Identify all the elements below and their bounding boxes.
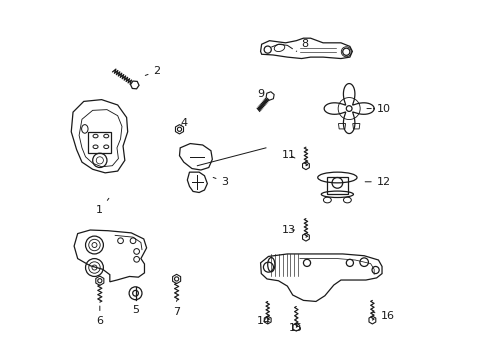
Text: 10: 10 xyxy=(366,104,390,113)
Text: 5: 5 xyxy=(132,300,139,315)
Text: 14: 14 xyxy=(257,310,271,326)
Text: 16: 16 xyxy=(372,311,394,321)
Text: 11: 11 xyxy=(282,150,296,160)
Text: 15: 15 xyxy=(289,318,303,333)
Text: 6: 6 xyxy=(96,306,103,326)
Text: 12: 12 xyxy=(365,177,390,187)
Text: 13: 13 xyxy=(282,225,296,235)
Text: 1: 1 xyxy=(96,198,109,215)
Text: 2: 2 xyxy=(145,66,160,76)
Text: 4: 4 xyxy=(180,118,187,128)
Text: 9: 9 xyxy=(257,89,264,102)
Text: 3: 3 xyxy=(213,177,228,187)
Text: 8: 8 xyxy=(296,39,308,51)
Text: 7: 7 xyxy=(173,301,180,317)
